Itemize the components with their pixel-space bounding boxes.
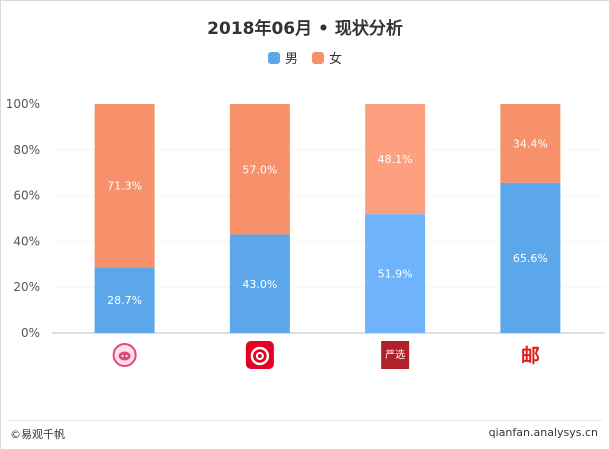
data-label: 65.6% — [513, 252, 548, 265]
pig-logo-dot — [121, 355, 124, 357]
pig-logo-dot — [125, 355, 128, 357]
yanxuan-logo-text: 严选 — [385, 348, 405, 361]
y-tick-label: 40% — [13, 234, 40, 248]
data-label: 71.3% — [107, 180, 142, 193]
data-label: 57.0% — [242, 163, 277, 176]
legend-label-female: 女 — [329, 52, 343, 67]
bar-female — [94, 104, 155, 268]
y-tick-label: 0% — [21, 326, 40, 340]
netease-music-ring — [250, 346, 270, 366]
data-label: 51.9% — [378, 268, 413, 281]
pig-logo-face — [118, 351, 131, 361]
legend: 男 女 — [0, 48, 610, 67]
data-label: 28.7% — [107, 294, 142, 307]
data-label: 34.4% — [513, 137, 548, 150]
legend-swatch-male — [267, 51, 280, 64]
footer-divider — [8, 420, 602, 421]
netease-music-icon — [245, 341, 274, 369]
bar-female — [500, 104, 561, 183]
y-tick-label: 80% — [13, 143, 40, 157]
footer-source: qianfan.analysys.cn — [488, 426, 598, 439]
data-label: 48.1% — [378, 153, 413, 166]
bar-female — [229, 104, 290, 235]
y-tick-label: 100% — [6, 97, 40, 111]
bar-male — [94, 267, 155, 333]
yanxuan-logo-icon — [381, 341, 410, 369]
legend-item-female[interactable]: 女 — [312, 48, 342, 67]
data-label: 43.0% — [242, 278, 277, 291]
y-tick-label: 60% — [13, 189, 40, 203]
footer-copyright: ©易观千帆 — [10, 428, 65, 441]
bar-female — [365, 104, 426, 215]
chart-title: 2018年06月 • 现状分析 — [207, 19, 403, 39]
post-logo-icon: 邮 — [521, 345, 540, 367]
y-tick-label: 20% — [13, 280, 40, 294]
bar-male — [365, 214, 426, 333]
legend-label-male: 男 — [284, 52, 298, 67]
legend-swatch-female — [312, 51, 324, 64]
netease-music-core — [255, 352, 264, 360]
bar-chart: 0% 20% 40% 60% 80% 100% 28.7% 71.3% 43.0% 57.0% 51… — [6, 97, 605, 369]
legend-item-male[interactable]: 男 — [267, 48, 298, 67]
bar-male — [500, 182, 561, 333]
bar-male — [229, 234, 290, 333]
